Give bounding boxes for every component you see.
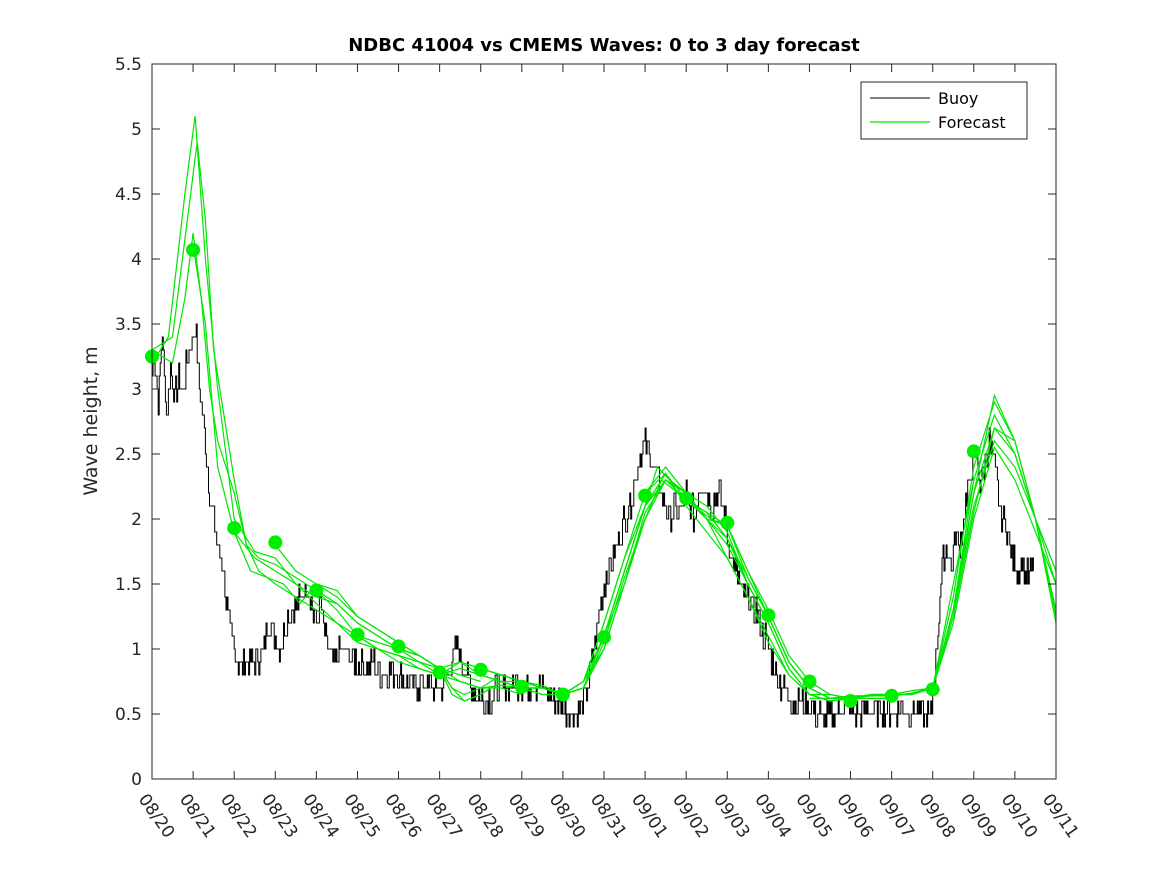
y-tick-label: 2 [131, 510, 142, 530]
forecast-marker [884, 688, 899, 703]
marker-layer [145, 242, 981, 708]
plot-area [152, 64, 1056, 779]
y-tick-label: 5 [131, 120, 142, 140]
y-tick-label: 5.5 [115, 55, 142, 75]
forecast-series-line-14 [603, 479, 975, 702]
chart-title: NDBC 41004 vs CMEMS Waves: 0 to 3 day fo… [348, 35, 860, 56]
legend: Buoy Forecast [860, 81, 1028, 140]
y-tick-label: 0 [131, 770, 142, 790]
y-tick-label: 4.5 [115, 185, 142, 205]
y-axis-label: Wave height, m [80, 346, 102, 495]
forecast-marker [473, 662, 488, 677]
forecast-marker [843, 694, 858, 708]
forecast-marker [802, 674, 817, 689]
forecast-marker [761, 608, 776, 623]
forecast-marker [186, 242, 201, 257]
forecast-marker [966, 444, 981, 459]
buoy-series-line [152, 323, 1034, 728]
forecast-marker [555, 687, 570, 702]
forecast-series-line-3 [151, 115, 522, 696]
forecast-marker [227, 521, 242, 536]
forecast-marker [679, 491, 694, 506]
legend-forecast-label: Forecast [938, 113, 1006, 132]
forecast-marker [432, 665, 447, 680]
forecast-marker [597, 630, 611, 645]
legend-buoy-label: Buoy [938, 89, 978, 108]
forecast-marker [720, 515, 735, 530]
y-tick-label: 4 [131, 250, 142, 270]
forecast-marker [350, 627, 365, 642]
forecast-marker [268, 535, 283, 550]
forecast-marker [925, 682, 940, 697]
y-axis: 0 0.5 1 1.5 2 2.5 3 3.5 4 4.5 5 5.5 [115, 55, 1056, 790]
forecast-marker [391, 639, 406, 654]
y-tick-label: 0.5 [115, 705, 142, 725]
forecast-series-line-21 [891, 393, 1057, 697]
forecast-marker [309, 583, 324, 598]
y-tick-label: 1.5 [115, 575, 142, 595]
forecast-marker [514, 679, 529, 694]
y-tick-label: 3.5 [115, 315, 142, 335]
legend-box [860, 81, 1028, 140]
forecast-marker [638, 488, 653, 503]
y-tick-label: 2.5 [115, 445, 142, 465]
series-layer [151, 115, 1057, 728]
y-tick-label: 3 [131, 380, 142, 400]
y-tick-label: 1 [131, 640, 142, 660]
